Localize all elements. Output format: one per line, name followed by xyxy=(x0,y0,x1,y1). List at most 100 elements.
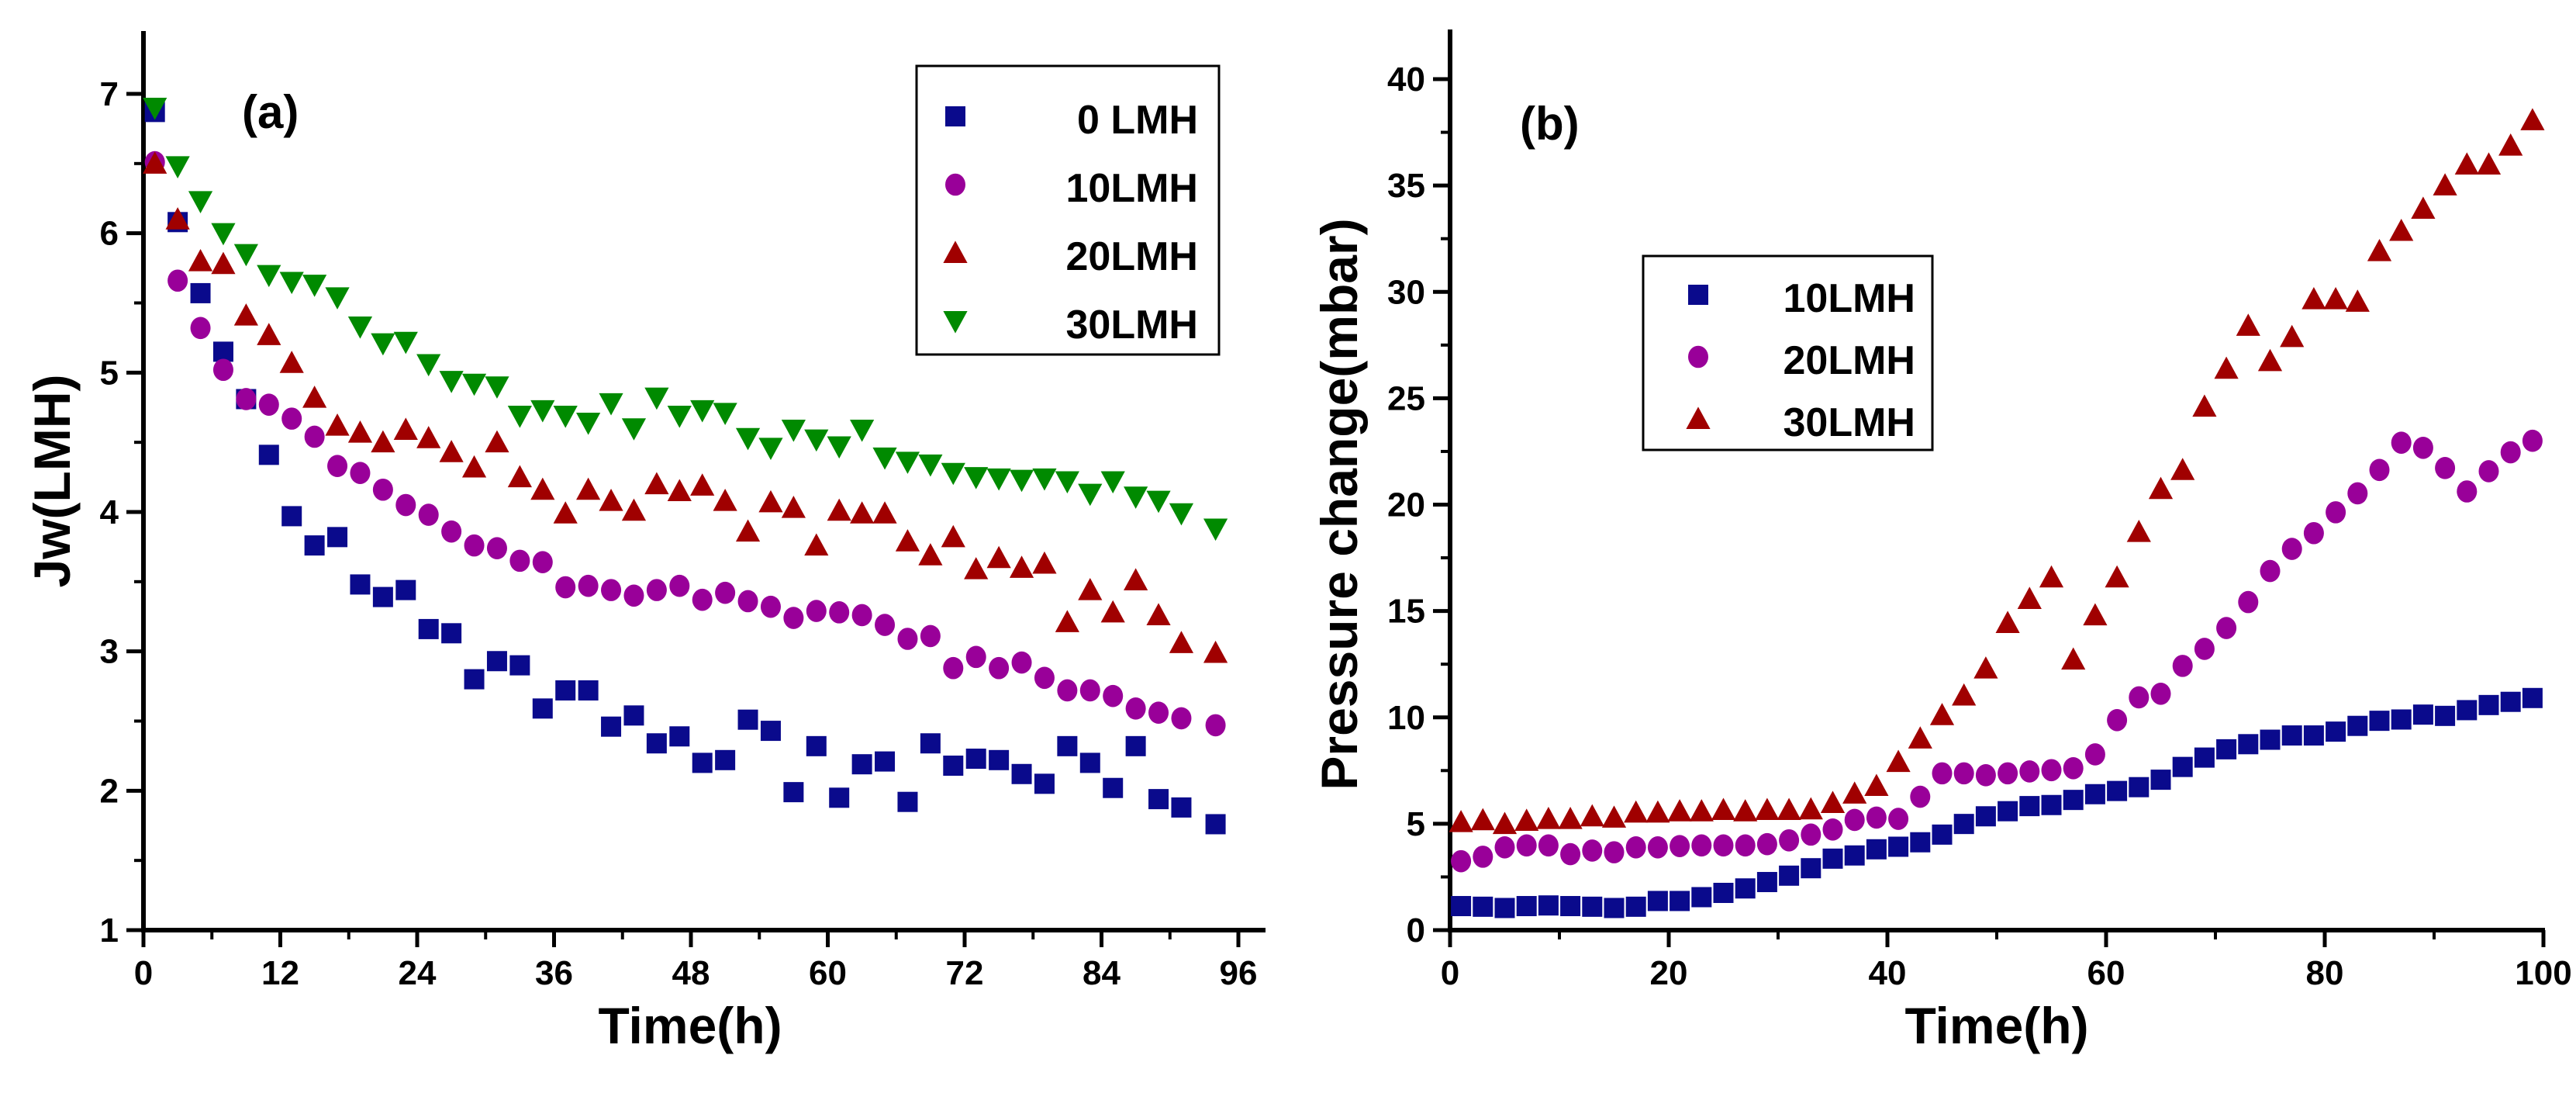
data-point xyxy=(1538,895,1559,916)
data-point xyxy=(783,607,804,629)
x-tick-label: 0 xyxy=(134,954,153,992)
data-point xyxy=(2303,521,2324,545)
data-point xyxy=(1995,611,2020,633)
panel-b-y-axis-title: Pressure change(mbar) xyxy=(1310,218,1368,790)
data-point xyxy=(943,656,964,680)
panel-a-legend: 0 LMH 10LMH 20LMH 30LMH xyxy=(915,64,1221,356)
data-point xyxy=(578,574,599,597)
data-point xyxy=(2391,709,2412,730)
data-point xyxy=(644,472,669,495)
data-point xyxy=(875,751,896,772)
data-point xyxy=(212,358,233,382)
data-point xyxy=(1100,471,1125,494)
data-point xyxy=(2019,760,2040,783)
legend-label-10lmh: 10LMH xyxy=(1784,276,1915,321)
data-point xyxy=(1689,799,1714,822)
y-tick-label: 3 xyxy=(100,633,119,671)
data-point xyxy=(1820,790,1846,813)
data-point xyxy=(1009,555,1034,578)
data-point xyxy=(601,579,622,601)
data-point xyxy=(1171,797,1192,818)
data-point xyxy=(532,698,553,719)
data-point xyxy=(599,393,623,416)
data-point xyxy=(1100,600,1125,623)
data-point xyxy=(347,420,373,443)
data-point xyxy=(804,429,829,452)
data-point xyxy=(872,501,897,524)
data-point xyxy=(2126,520,2151,542)
data-point xyxy=(1777,797,1801,821)
x-tick-label: 12 xyxy=(261,954,299,992)
data-point xyxy=(964,467,989,490)
data-point xyxy=(1801,823,1822,846)
data-point xyxy=(1205,714,1226,737)
data-point xyxy=(692,588,713,611)
data-point xyxy=(2367,238,2392,261)
data-point xyxy=(1536,806,1561,829)
data-point xyxy=(555,680,576,701)
data-point xyxy=(1516,834,1537,857)
data-point xyxy=(1756,872,1777,893)
data-point xyxy=(2129,777,2150,797)
data-point xyxy=(827,498,851,521)
data-point xyxy=(1601,805,1627,828)
data-point xyxy=(2280,324,2305,348)
data-point xyxy=(1205,814,1226,835)
data-point xyxy=(806,600,827,622)
data-point xyxy=(395,493,416,517)
data-point xyxy=(2084,743,2105,766)
x-tick-label: 100 xyxy=(2515,954,2571,992)
data-point xyxy=(165,156,190,179)
data-point xyxy=(1079,752,1100,773)
x-tick-label: 84 xyxy=(1083,954,1121,992)
data-point xyxy=(188,191,213,213)
y-tick-label: 25 xyxy=(1387,379,1425,417)
data-point xyxy=(669,726,690,747)
data-point xyxy=(2257,348,2283,372)
data-point xyxy=(875,614,896,636)
data-point xyxy=(1801,858,1822,879)
data-point xyxy=(2369,711,2390,732)
data-point xyxy=(233,303,258,326)
data-point xyxy=(965,749,986,770)
data-point xyxy=(1670,891,1690,912)
data-point xyxy=(578,680,599,701)
data-point xyxy=(895,451,920,474)
data-point xyxy=(920,733,941,754)
data-point xyxy=(418,503,439,526)
data-point xyxy=(2172,655,2193,677)
data-point xyxy=(758,490,783,513)
legend-marker-10lmh xyxy=(1688,285,1708,305)
data-point xyxy=(302,275,327,297)
y-tick-label: 2 xyxy=(100,772,119,810)
data-point xyxy=(2150,770,2171,790)
data-point xyxy=(1998,762,2018,785)
data-point xyxy=(1079,679,1100,702)
y-tick-label: 20 xyxy=(1387,486,1425,524)
data-point xyxy=(623,705,644,726)
data-point xyxy=(258,393,279,416)
data-point xyxy=(1146,490,1171,514)
data-point xyxy=(1148,789,1169,810)
data-point xyxy=(302,386,327,408)
data-point xyxy=(851,754,872,775)
y-tick-label: 5 xyxy=(100,354,119,392)
legend-label-0lmh: 0 LMH xyxy=(1077,98,1198,143)
x-tick-label: 20 xyxy=(1650,954,1688,992)
data-point xyxy=(851,604,872,627)
series-30lmh xyxy=(1449,108,2545,835)
data-point xyxy=(2061,647,2086,670)
data-point xyxy=(783,782,804,803)
data-point xyxy=(964,557,989,579)
data-point xyxy=(850,419,875,442)
data-point xyxy=(1929,703,1955,725)
y-tick-label: 10 xyxy=(1387,699,1425,737)
data-point xyxy=(1932,824,1953,845)
data-point xyxy=(1713,834,1734,857)
data-point xyxy=(1103,684,1124,707)
data-point xyxy=(2017,586,2042,609)
data-point xyxy=(553,501,578,524)
panel-a-label: (a) xyxy=(242,86,299,138)
series-30lmh xyxy=(143,97,1228,541)
data-point xyxy=(1451,896,1472,917)
